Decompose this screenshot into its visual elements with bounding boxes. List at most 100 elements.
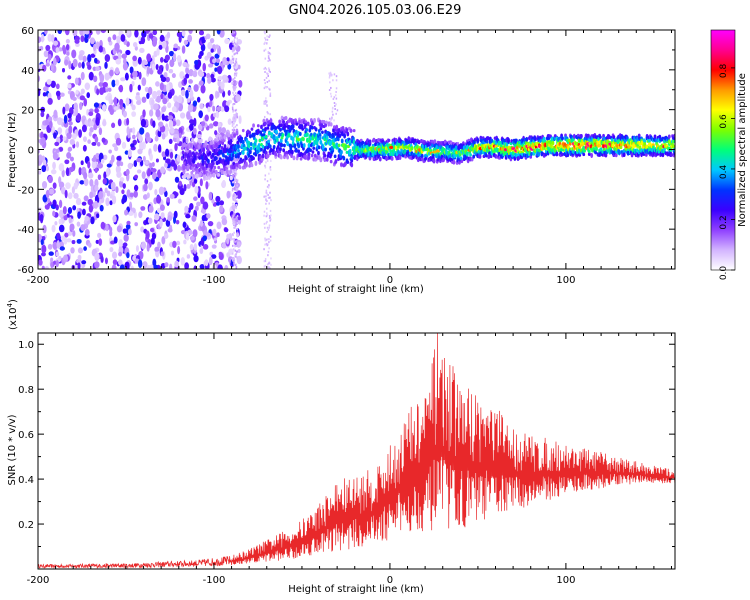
spectrogram-cell <box>114 146 119 152</box>
spectrogram-cell <box>269 88 271 91</box>
spectrogram-cell <box>264 32 266 35</box>
spectrogram-cell <box>185 232 190 241</box>
spectrogram-cell <box>212 58 217 64</box>
spectrogram-cell <box>58 199 63 209</box>
spectrogram-cell <box>266 226 269 229</box>
spectrogram-cell <box>182 169 186 175</box>
spectrogram-cell <box>139 127 145 135</box>
spectrogram-cell <box>50 169 57 175</box>
spectrogram-cell <box>140 36 146 45</box>
spectrogram-cell <box>146 66 151 75</box>
spectrogram-cell <box>301 127 305 131</box>
spectrogram-cell <box>134 222 139 227</box>
spectrogram-cell <box>135 94 141 101</box>
spectrogram-cell <box>38 154 43 162</box>
spectrogram-cell <box>214 44 220 49</box>
spectrogram-cell <box>233 219 235 222</box>
spectrogram-cell <box>214 138 217 142</box>
spectrogram-cell <box>105 197 110 207</box>
spectrogram-cell <box>232 160 234 163</box>
spectrogram-cell <box>64 103 70 112</box>
snr-axes: -200 -100 0 100 0.2 0.4 0.6 0.8 1.0 <box>18 333 675 586</box>
spectrogram-cell <box>231 106 234 109</box>
spectrogram-cell <box>222 56 227 66</box>
spectrogram-cell <box>205 33 211 40</box>
spectrogram-cell <box>40 238 44 246</box>
spectrogram-cell <box>240 136 244 141</box>
spectrogram-cell <box>80 35 85 43</box>
spectrogram-cell <box>269 92 272 95</box>
spectrogram-cell <box>625 136 629 140</box>
spectrogram-cell <box>233 113 235 116</box>
spectrogram-cell <box>174 176 180 183</box>
spectrogram-cell <box>196 201 201 207</box>
spectrogram-cell <box>192 100 198 107</box>
spectrogram-cell <box>349 128 353 133</box>
spectrogram-cell <box>83 171 88 180</box>
spectrogram-cell <box>125 49 131 56</box>
spectrogram-cell <box>43 86 49 92</box>
spectrogram-cell <box>45 189 50 199</box>
spectrogram-cell <box>505 142 509 147</box>
spectrogram-cell <box>126 220 131 225</box>
spectrogram-cell <box>64 189 68 199</box>
spectrogram-cell <box>98 190 104 200</box>
spectrogram-cell <box>189 119 195 124</box>
spectrogram-cell <box>97 174 102 181</box>
spectrogram-cell <box>232 218 234 221</box>
spectrogram-cell <box>64 232 69 238</box>
spectrogram-cell <box>95 239 100 244</box>
spectrogram-cell <box>267 55 270 58</box>
spectrogram-cell <box>335 87 338 90</box>
spectrogram-cell <box>269 113 271 116</box>
spectrogram-cell <box>41 265 45 269</box>
spectrogram-cell <box>44 203 50 210</box>
spectrogram-cell <box>198 167 202 173</box>
spectrogram-cell <box>211 161 215 166</box>
spectrogram-cell <box>285 150 289 155</box>
spectrogram-cell <box>146 243 150 252</box>
spectrogram-cell <box>62 46 67 55</box>
spectrogram-cell <box>264 239 267 242</box>
spectrogram-cell <box>71 49 77 59</box>
spectrogram-cell <box>234 125 237 128</box>
spectrogram-cell <box>279 147 282 152</box>
spectrogram-cell <box>215 110 220 119</box>
spectrogram-cell <box>105 167 110 177</box>
spectrogram-cell <box>248 134 252 139</box>
spectrogram-ylabel: Frequency (Hz) <box>7 112 18 188</box>
spectrogram-cell <box>234 222 236 225</box>
spectrogram-cell <box>267 134 270 137</box>
spectrogram-cell <box>225 101 230 107</box>
spectrogram-cell <box>88 111 94 117</box>
spectrogram-cell <box>155 158 159 163</box>
spectrogram-cell <box>201 214 206 222</box>
spectrogram-cell <box>269 166 272 169</box>
spectrogram-cell <box>330 95 333 98</box>
snr-panel: -200 -100 0 100 0.2 0.4 0.6 0.8 1.0 Height of st… <box>6 299 676 595</box>
spectrogram-cell <box>263 139 266 142</box>
spectrogram-cell <box>185 89 189 99</box>
spectrogram-cell <box>112 259 118 266</box>
spectrogram-cell <box>100 221 106 230</box>
spectrogram-cell <box>192 72 198 78</box>
spectrogram-cell <box>106 163 112 168</box>
spectrogram-cell <box>53 109 58 119</box>
spectrogram-cell <box>64 159 70 165</box>
spectrogram-cell <box>216 106 221 112</box>
spectrogram-cell <box>269 53 272 56</box>
spectrogram-cell <box>42 159 47 166</box>
spectrogram-cell <box>264 164 266 167</box>
spectrogram-cell <box>329 159 333 164</box>
spectrogram-cell <box>263 260 266 263</box>
spectrogram-cell <box>265 202 267 205</box>
spectrogram-cell <box>217 264 223 269</box>
spectrogram-cell <box>127 149 132 158</box>
spectrogram-cell <box>41 165 47 173</box>
spectrogram-cell <box>264 70 266 73</box>
spectrogram-cell <box>233 239 236 242</box>
spectrogram-cell <box>267 150 269 153</box>
spectrogram-cell <box>96 142 101 147</box>
spectrogram-cell <box>234 47 236 50</box>
spectrogram-cell <box>617 150 621 155</box>
